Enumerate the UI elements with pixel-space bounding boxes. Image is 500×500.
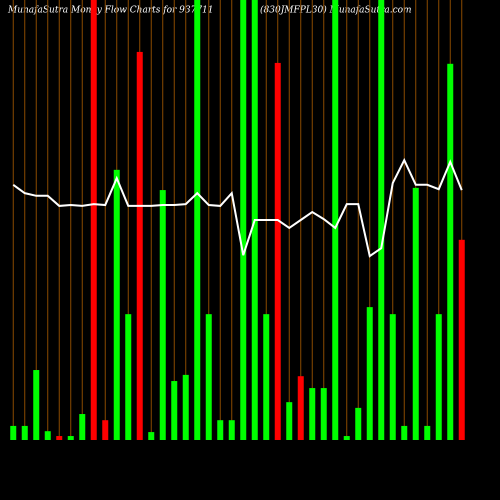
bar: [286, 402, 293, 440]
bar: [90, 0, 97, 440]
bar: [125, 314, 132, 440]
bar: [33, 370, 40, 440]
bar: [182, 374, 189, 440]
bar: [297, 376, 304, 440]
bar: [320, 388, 327, 440]
bar: [44, 431, 51, 440]
bar: [67, 436, 74, 440]
bar: [435, 314, 442, 440]
bar: [458, 239, 465, 440]
bar: [343, 436, 350, 440]
bar: [389, 314, 396, 440]
bar: [171, 381, 178, 440]
money-flow-line: [12, 157, 463, 258]
bar: [217, 420, 224, 440]
bar: [412, 187, 419, 440]
bar: [309, 388, 316, 440]
bar: [447, 63, 454, 441]
bar: [113, 169, 120, 440]
bar: [21, 425, 28, 440]
bar: [56, 436, 63, 440]
bar: [401, 425, 408, 440]
bar: [79, 414, 86, 440]
bar: [10, 425, 17, 440]
bar: [148, 432, 155, 440]
bar: [159, 190, 166, 440]
bar: [424, 425, 431, 440]
chart-title: MunafaSutra Money Flow Charts for 937711: [7, 6, 214, 16]
bar: [274, 62, 281, 441]
bar: [366, 307, 373, 440]
bar: [102, 420, 109, 440]
bar: [240, 0, 247, 440]
bar: [136, 51, 143, 441]
bar: [194, 0, 201, 440]
bar: [205, 314, 212, 440]
bar: [228, 420, 235, 440]
bar: [263, 314, 270, 440]
bar: [378, 0, 385, 440]
bar: [332, 0, 339, 440]
bar: [355, 407, 362, 440]
